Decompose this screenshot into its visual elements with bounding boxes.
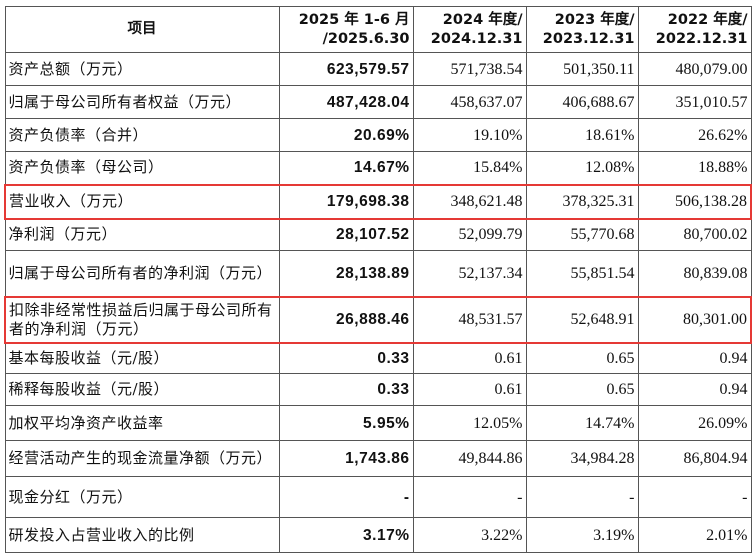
row-label: 归属于母公司所有者权益（万元） [4, 85, 280, 119]
table-row: 资产总额（万元） 623,579.57 571,738.54 501,350.11 48… [4, 52, 752, 86]
row-value: 348,621.48 [412, 183, 527, 220]
row-value: 1,743.86 [278, 440, 414, 477]
row-value: 14.74% [525, 405, 639, 441]
header-item: 项目 [4, 6, 280, 53]
row-value: 0.65 [525, 373, 639, 406]
row-value: 49,844.86 [412, 440, 527, 477]
row-label: 营业收入（万元） [4, 183, 280, 220]
row-label: 扣除非经常性损益后归属于母公司所有者的净利润（万元） [4, 295, 280, 344]
row-label: 资产总额（万元） [4, 52, 280, 86]
row-value: 0.94 [637, 373, 752, 406]
row-value: 0.65 [525, 342, 639, 374]
row-value: - [525, 476, 639, 518]
table-row: 净利润（万元） 28,107.52 52,099.79 55,770.68 80,700… [4, 218, 752, 251]
row-value: 623,579.57 [278, 52, 414, 86]
row-value: 14.67% [278, 151, 414, 185]
row-label: 净利润（万元） [4, 218, 280, 251]
table-row: 基本每股收益（元/股） 0.33 0.61 0.65 0.94 [4, 342, 752, 374]
row-value: 26.09% [637, 405, 752, 441]
table-row: 营业收入（万元） 179,698.38 348,621.48 378,325.31 50… [4, 183, 752, 220]
table-row: 资产负债率（母公司） 14.67% 15.84% 12.08% 18.88% [4, 151, 752, 185]
row-value: 458,637.07 [412, 85, 527, 119]
table-row: 加权平均净资产收益率 5.95% 12.05% 14.74% 26.09% [4, 405, 752, 441]
row-value: 378,325.31 [525, 183, 639, 220]
row-value: 0.61 [412, 373, 527, 406]
row-value: 487,428.04 [278, 85, 414, 119]
row-value: 80,301.00 [637, 295, 752, 344]
row-value: 480,079.00 [637, 52, 752, 86]
table-row: 扣除非经常性损益后归属于母公司所有者的净利润（万元） 26,888.46 48,53… [4, 295, 752, 344]
row-label: 加权平均净资产收益率 [4, 405, 280, 441]
row-value: 0.33 [278, 342, 414, 374]
row-value: 12.05% [412, 405, 527, 441]
row-value: 18.88% [637, 151, 752, 185]
row-label: 稀释每股收益（元/股） [4, 373, 280, 406]
row-value: 52,137.34 [412, 250, 527, 297]
row-value: 351,010.57 [637, 85, 752, 119]
row-value: 80,700.02 [637, 218, 752, 251]
table-row: 现金分红（万元） - - - - [4, 476, 752, 518]
row-value: 80,839.08 [637, 250, 752, 297]
row-value: - [412, 476, 527, 518]
row-value: 3.22% [412, 517, 527, 553]
table-row: 归属于母公司所有者的净利润（万元） 28,138.89 52,137.34 55,85… [4, 250, 752, 297]
header-period: 2025 年 1-6 月 /2025.6.30 [278, 6, 414, 53]
row-value: 55,770.68 [525, 218, 639, 251]
header-period: 2024 年度/ 2024.12.31 [412, 6, 527, 53]
table-row: 稀释每股收益（元/股） 0.33 0.61 0.65 0.94 [4, 373, 752, 406]
row-value: 28,138.89 [278, 250, 414, 297]
row-value: 179,698.38 [278, 183, 414, 220]
row-value: - [637, 476, 752, 518]
row-value: 19.10% [412, 118, 527, 152]
header-period: 2023 年度/ 2023.12.31 [525, 6, 639, 53]
table-row: 资产负债率（合并） 20.69% 19.10% 18.61% 26.62% [4, 118, 752, 152]
row-value: 15.84% [412, 151, 527, 185]
row-value: 28,107.52 [278, 218, 414, 251]
row-value: 18.61% [525, 118, 639, 152]
row-value: 406,688.67 [525, 85, 639, 119]
table-row: 研发投入占营业收入的比例 3.17% 3.22% 3.19% 2.01% [4, 517, 752, 553]
row-value: 571,738.54 [412, 52, 527, 86]
row-value: 52,648.91 [525, 295, 639, 344]
row-value: 12.08% [525, 151, 639, 185]
row-value: 26.62% [637, 118, 752, 152]
row-value: 52,099.79 [412, 218, 527, 251]
row-value: 0.61 [412, 342, 527, 374]
row-value: 20.69% [278, 118, 414, 152]
row-label: 基本每股收益（元/股） [4, 342, 280, 374]
row-value: 2.01% [637, 517, 752, 553]
row-label: 现金分红（万元） [4, 476, 280, 518]
row-value: 34,984.28 [525, 440, 639, 477]
financial-summary-table: 项目 2025 年 1-6 月 /2025.6.30 2024 年度/ 2024.1… [4, 6, 752, 553]
table-row: 归属于母公司所有者权益（万元） 487,428.04 458,637.07 406,6… [4, 85, 752, 119]
row-label: 研发投入占营业收入的比例 [4, 517, 280, 553]
header-period: 2022 年度/ 2022.12.31 [637, 6, 752, 53]
row-value: 0.94 [637, 342, 752, 374]
row-value: 3.19% [525, 517, 639, 553]
row-value: 0.33 [278, 373, 414, 406]
row-value: 55,851.54 [525, 250, 639, 297]
row-value: 506,138.28 [637, 183, 752, 220]
row-value: 5.95% [278, 405, 414, 441]
row-value: 3.17% [278, 517, 414, 553]
row-label: 资产负债率（合并） [4, 118, 280, 152]
row-label: 资产负债率（母公司） [4, 151, 280, 185]
table-row: 经营活动产生的现金流量净额（万元） 1,743.86 49,844.86 34,984… [4, 440, 752, 477]
row-value: 48,531.57 [412, 295, 527, 344]
row-value: 86,804.94 [637, 440, 752, 477]
row-value: - [278, 476, 414, 518]
row-value: 501,350.11 [525, 52, 639, 86]
row-label: 归属于母公司所有者的净利润（万元） [4, 250, 280, 297]
row-value: 26,888.46 [278, 295, 414, 344]
row-label: 经营活动产生的现金流量净额（万元） [4, 440, 280, 477]
